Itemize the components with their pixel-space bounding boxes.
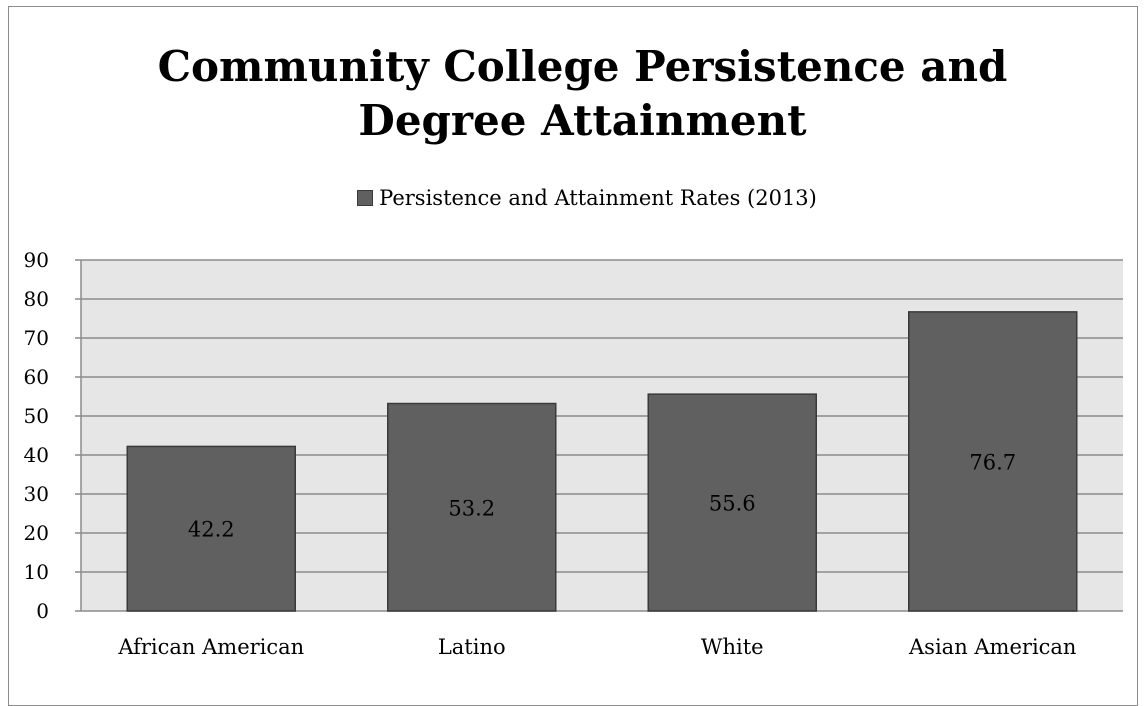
chart-title-line-2: Degree Attainment bbox=[358, 96, 807, 145]
y-tick-label: 10 bbox=[24, 560, 49, 584]
data-labels: 42.2 53.2 55.6 76.7 bbox=[188, 450, 1016, 541]
data-label: 42.2 bbox=[188, 518, 235, 542]
y-tick-label: 0 bbox=[36, 599, 49, 623]
chart-title: Community College Persistence and Degree… bbox=[0, 40, 1145, 148]
bar bbox=[387, 402, 557, 612]
y-tick-label: 50 bbox=[24, 404, 49, 428]
chart-title-line-1: Community College Persistence and bbox=[157, 42, 1008, 91]
y-tick-label: 20 bbox=[24, 521, 49, 545]
y-tick-label: 80 bbox=[24, 287, 49, 311]
category-label: White bbox=[701, 635, 764, 659]
y-tick-label: 70 bbox=[24, 326, 49, 350]
y-axis-ticks: 0 10 20 30 40 50 60 70 80 90 bbox=[24, 248, 49, 623]
y-tick-label: 60 bbox=[24, 365, 49, 389]
y-tick-label: 40 bbox=[24, 443, 49, 467]
category-labels: African American Latino White Asian America… bbox=[117, 635, 1076, 659]
category-label: Latino bbox=[438, 635, 506, 659]
y-tick-label: 30 bbox=[24, 482, 49, 506]
y-tick-label: 90 bbox=[24, 248, 49, 272]
legend-swatch bbox=[357, 190, 374, 206]
chart-legend: Persistence and Attainment Rates (2013) bbox=[0, 186, 1145, 210]
bar bbox=[908, 311, 1078, 612]
data-label: 76.7 bbox=[969, 450, 1016, 474]
data-label: 53.2 bbox=[448, 496, 495, 520]
category-label: African American bbox=[117, 635, 304, 659]
bar bbox=[126, 445, 296, 612]
legend-label: Persistence and Attainment Rates (2013) bbox=[379, 186, 817, 210]
category-label: Asian American bbox=[908, 635, 1076, 659]
bar bbox=[647, 393, 817, 612]
data-label: 55.6 bbox=[709, 492, 756, 516]
bar-chart: 0 10 20 30 40 50 60 70 80 90 42.2 53.2 55.6 76.7 Afr… bbox=[24, 248, 1123, 659]
bars bbox=[126, 311, 1078, 612]
